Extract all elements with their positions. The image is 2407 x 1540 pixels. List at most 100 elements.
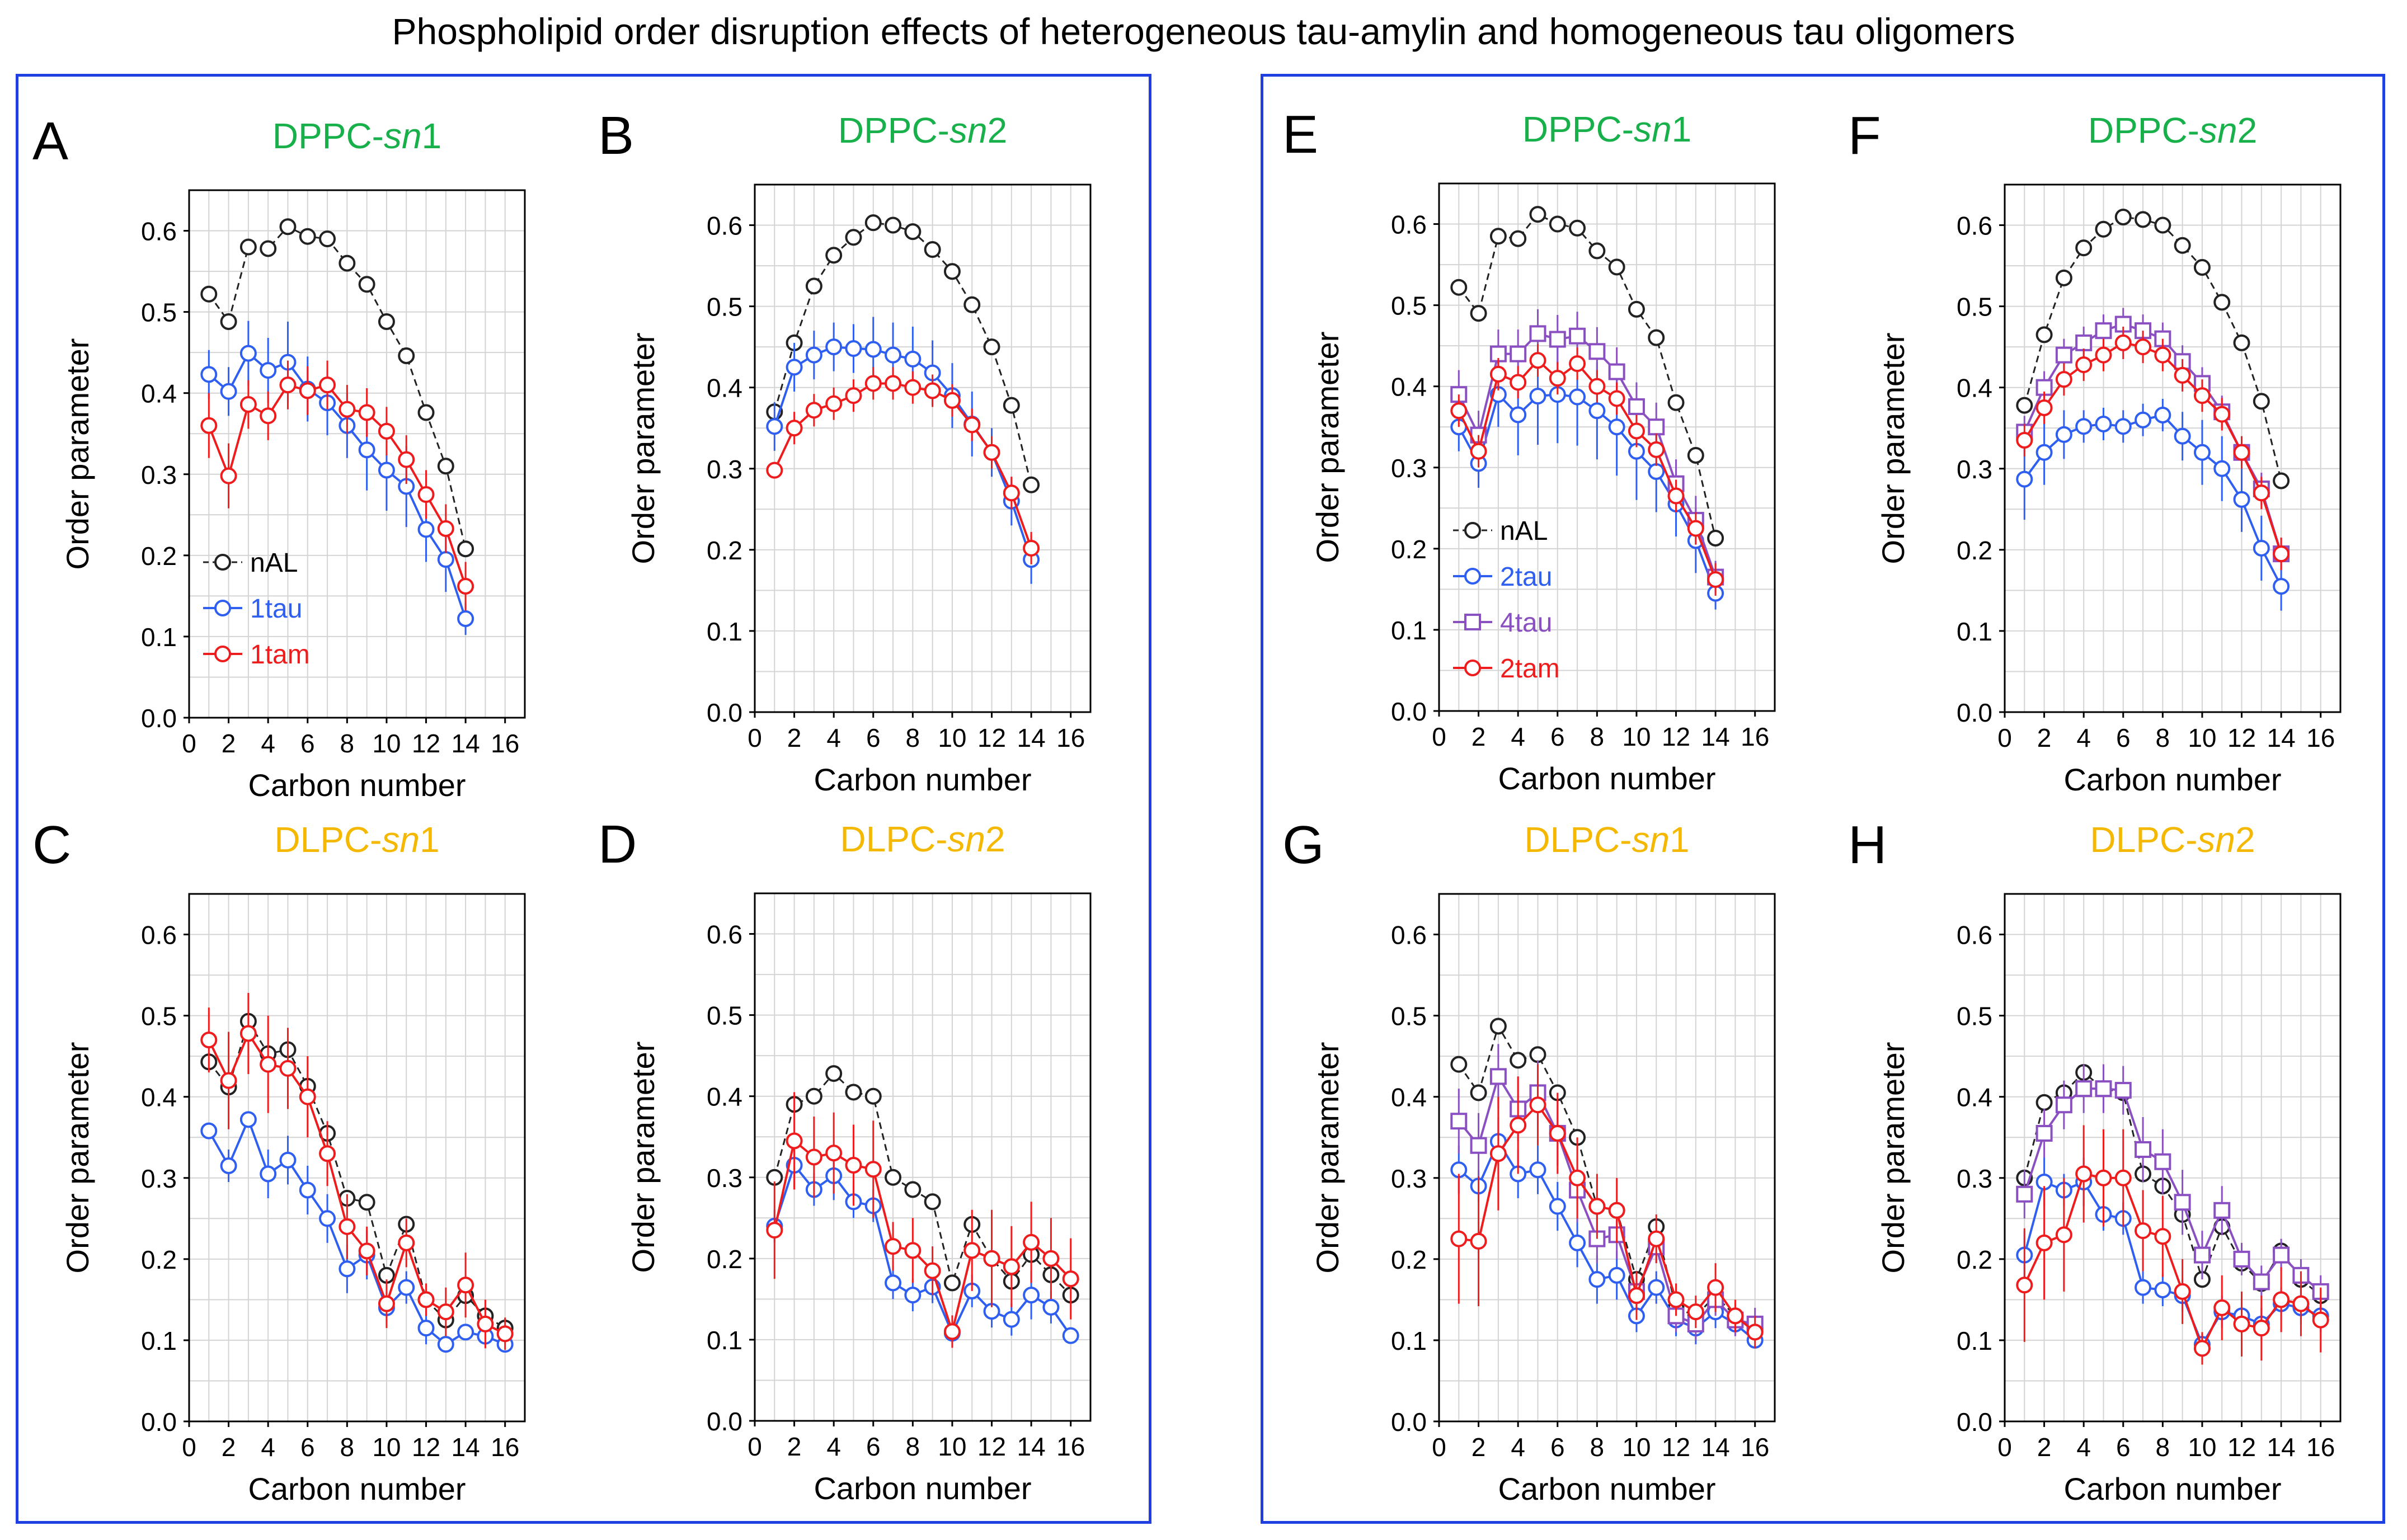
data-point [924, 382, 941, 399]
x-tick-label: 12 [2227, 1433, 2256, 1462]
legend-marker [1464, 660, 1481, 676]
data-point [1549, 215, 1566, 233]
series-nAL [2016, 209, 2290, 489]
data-point [2114, 1169, 2132, 1186]
series-2tam [2016, 1125, 2329, 1365]
data-point [398, 1234, 415, 1251]
x-axis-label: Carbon number [1498, 761, 1715, 796]
y-tick-label: 0.5 [141, 1002, 177, 1031]
data-point [1489, 1068, 1507, 1085]
legend-label: 1tau [250, 594, 302, 624]
data-point [1003, 397, 1020, 414]
data-point [1529, 1046, 1546, 1063]
data-point [864, 214, 882, 232]
legend-marker [214, 554, 231, 571]
x-tick-label: 12 [412, 1433, 440, 1462]
panel-title-main: DLPC- [274, 820, 382, 860]
panel-label: E [1282, 105, 1318, 164]
panel-label: H [1848, 815, 1887, 875]
data-point [2114, 209, 2132, 226]
data-point [2095, 1169, 2112, 1186]
panel-title-italic: sn [949, 110, 988, 150]
data-point [1003, 1258, 1020, 1275]
x-tick-label: 10 [372, 729, 401, 758]
x-axis-label: Carbon number [814, 1471, 1031, 1506]
group-box-left [16, 74, 1151, 1524]
data-point [279, 1059, 297, 1077]
data-point [2095, 220, 2112, 238]
panel-title: DPPC-sn2 [2088, 110, 2257, 150]
x-tick-label: 10 [1622, 722, 1651, 751]
x-tick-label: 2 [222, 729, 236, 758]
data-point [1042, 1298, 1060, 1316]
x-tick-label: 4 [2076, 723, 2091, 752]
data-point [963, 416, 981, 434]
series-1tau [200, 321, 474, 635]
y-tick-label: 0.6 [1391, 921, 1427, 950]
x-tick-label: 0 [1997, 723, 2012, 752]
y-tick-label: 0.2 [1957, 1245, 1992, 1274]
data-point [1588, 1271, 1606, 1288]
y-axis-label: Order parameter [1875, 1042, 1911, 1274]
data-point [885, 1274, 902, 1292]
data-point [378, 1295, 395, 1312]
y-tick-label: 0.6 [1957, 211, 1992, 241]
series-4tau [1450, 309, 1724, 594]
x-tick-label: 14 [452, 1433, 480, 1462]
data-point [1588, 242, 1606, 260]
legend-marker [1464, 568, 1481, 585]
data-point [1470, 1232, 1487, 1250]
data-point [239, 345, 257, 362]
data-point [2075, 418, 2093, 435]
data-point [260, 1056, 277, 1073]
data-point [2135, 1141, 2152, 1158]
panel-title-italic: sn [1632, 820, 1670, 860]
data-point [2292, 1295, 2310, 1312]
data-point [1569, 1169, 1586, 1186]
data-point [220, 467, 237, 484]
data-point [825, 1145, 843, 1162]
panel-title-main: DLPC- [2090, 820, 2197, 860]
x-axis-label: Carbon number [2063, 1471, 2281, 1506]
panel-title-suffix: 1 [1670, 820, 1690, 860]
data-point [358, 404, 375, 421]
data-point [299, 228, 316, 245]
data-point [2233, 444, 2250, 461]
data-point [943, 1323, 961, 1340]
data-point [1489, 1145, 1507, 1162]
x-tick-label: 16 [2306, 723, 2335, 752]
data-point [1023, 1287, 1040, 1304]
panel-label: B [598, 106, 634, 166]
x-tick-label: 0 [748, 1432, 762, 1461]
data-point [2154, 1228, 2171, 1245]
panel-title-italic: sn [2197, 820, 2235, 860]
data-point [2233, 334, 2250, 351]
y-tick-label: 0.6 [707, 920, 742, 949]
legend-label: 2tam [1500, 654, 1560, 684]
data-point [457, 610, 474, 628]
data-point [2193, 387, 2211, 404]
y-tick-label: 0.6 [1391, 210, 1427, 239]
data-point [1529, 325, 1546, 342]
y-tick-label: 0.3 [1391, 1164, 1427, 1193]
data-point [398, 1279, 415, 1296]
x-tick-label: 10 [2188, 1433, 2216, 1462]
series-1tam [766, 1092, 1079, 1348]
data-point [2273, 1246, 2290, 1264]
x-tick-label: 12 [977, 723, 1006, 752]
data-point [943, 392, 961, 409]
data-point [260, 362, 277, 379]
x-tick-label: 6 [866, 723, 881, 752]
data-point [2273, 545, 2290, 563]
panel-title-italic: sn [2199, 110, 2237, 150]
data-point [2174, 1283, 2191, 1300]
data-point [1489, 1018, 1507, 1035]
x-tick-label: 14 [2267, 1433, 2296, 1462]
y-tick-label: 0.2 [1957, 536, 1992, 565]
data-point [1510, 1052, 1527, 1069]
data-point [339, 1218, 356, 1235]
data-point [1588, 378, 1606, 395]
data-point [885, 216, 902, 234]
